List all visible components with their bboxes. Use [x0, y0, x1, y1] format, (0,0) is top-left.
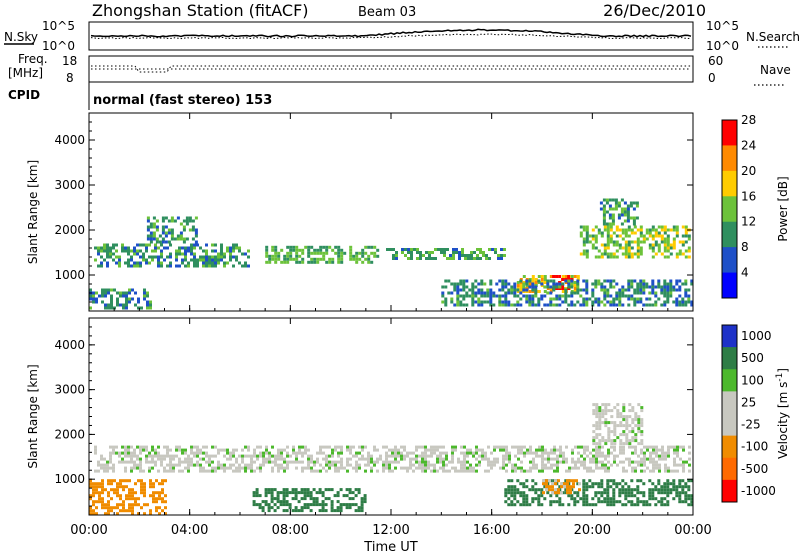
colorbar-swatch: [722, 391, 737, 414]
colorbar-swatch: [722, 272, 737, 299]
cpid-text: normal (fast stereo) 153: [93, 93, 272, 108]
echo-region-2: [386, 248, 506, 260]
x-tick-label: 12:00: [372, 523, 409, 538]
nsky-label: N.Sky: [4, 30, 38, 44]
y-tick-label: 2000: [54, 427, 85, 441]
y-axis-label: Slant Range [km]: [26, 160, 40, 264]
echo-region-2: [89, 479, 167, 516]
nsky-trace: [90, 28, 692, 38]
echo-region-1: [265, 245, 380, 264]
beam-label: Beam 03: [358, 5, 416, 20]
colorbar-swatch: [722, 347, 737, 370]
colorbar-tick-label: 12: [741, 215, 756, 229]
colorbar-swatch: [722, 196, 737, 223]
power-panel: 1000 2000 3000 4000 Slant Range [km] 4 8 12 16 20…: [26, 112, 790, 312]
y-tick-label: 1000: [54, 472, 85, 486]
echo-region-6: [579, 225, 691, 259]
colorbar-swatch: [722, 435, 737, 459]
colorbar-swatch: [722, 457, 737, 481]
echo-region-0: [94, 243, 250, 268]
freq-label-line1: Freq.: [18, 52, 48, 66]
freq-tick-top: 18: [62, 54, 77, 68]
colorbar-tick-label: 8: [741, 240, 749, 254]
echo-region-1: [592, 403, 644, 446]
colorbar-swatch: [722, 247, 737, 274]
freq-label-line2: [MHz]: [8, 66, 43, 80]
nsky-tick-bottom: 10^0: [42, 39, 75, 53]
colorbar-swatch: [722, 413, 737, 437]
freq-panel-frame: [88, 55, 694, 83]
x-tick-label: 20:00: [574, 523, 611, 538]
colorbar-tick-label: -1000: [741, 484, 776, 498]
colorbar-tick-label: 1000: [741, 329, 772, 343]
x-tick-label: 08:00: [272, 523, 309, 538]
x-tick-label: 16:00: [473, 523, 510, 538]
y-tick-label: 1000: [54, 268, 85, 282]
nave-tick-bottom: 0: [708, 71, 716, 85]
x-tick-label: 04:00: [171, 523, 208, 538]
y-tick-label: 3000: [54, 178, 85, 192]
echo-region-8: [89, 288, 152, 310]
colorbar-tick-label: 20: [741, 164, 756, 178]
heatmap-frame: [88, 112, 694, 312]
nsky-panel-frame: [88, 21, 694, 51]
nsearch-trace: [90, 33, 692, 40]
nave-label: Nave: [760, 63, 791, 77]
nsearch-tick-top: 10^5: [706, 19, 739, 33]
y-tick-label: 3000: [54, 383, 85, 397]
colorbar-tick-label: -100: [741, 440, 768, 454]
station-title: Zhongshan Station (fitACF): [92, 1, 309, 20]
echo-region-3: [146, 216, 198, 244]
colorbar-tick-label: 28: [741, 113, 756, 127]
echo-region-7: [599, 198, 639, 226]
echo-region-4: [542, 479, 581, 495]
colorbar-swatch: [722, 145, 737, 172]
colorbar-swatch: [722, 120, 737, 146]
echo-region-5: [252, 488, 367, 513]
nsky-tick-top: 10^5: [42, 19, 75, 33]
date-label: 26/Dec/2010: [603, 1, 706, 20]
colorbar-swatch: [722, 221, 737, 248]
echo-region-3: [504, 479, 694, 507]
velocity-panel: 1000 2000 3000 4000 00:00 04:00 08:00 12:00 16:0…: [26, 317, 790, 538]
colorbar-swatch: [722, 325, 737, 348]
colorbar-swatch: [722, 170, 737, 197]
nsearch-tick-bottom: 10^0: [706, 39, 739, 53]
nave-tick-top: 60: [708, 54, 723, 68]
echo-region-9: [441, 279, 694, 307]
colorbar: 1000 500 100 25 -25 -100 -500 -1000 Velocity [m …: [721, 324, 790, 503]
x-tick-label: 00:00: [70, 523, 107, 538]
colorbar-frame: [721, 324, 738, 503]
cpid-label: CPID: [8, 88, 40, 102]
colorbar-tick-label: 500: [741, 351, 764, 365]
x-tick-label: 00:00: [674, 523, 711, 538]
colorbar-tick-label: 16: [741, 189, 756, 203]
colorbar-tick-label: 24: [741, 138, 756, 152]
colorbar-label: Velocity [m s-1]: [775, 368, 790, 459]
colorbar-swatch: [722, 479, 737, 503]
y-tick-label: 4000: [54, 338, 85, 352]
colorbar-tick-label: 4: [741, 266, 749, 280]
y-tick-label: 4000: [54, 133, 85, 147]
y-tick-label: 2000: [54, 223, 85, 237]
colorbar-tick-label: 100: [741, 373, 764, 387]
colorbar-label: Power [dB]: [776, 176, 790, 241]
freq-tick-bottom: 8: [66, 71, 74, 85]
nsearch-label: N.Search: [746, 30, 800, 44]
colorbar: 4 8 12 16 20 24 28 Power [dB]: [721, 113, 790, 299]
echo-region-0: [94, 445, 691, 473]
colorbar-tick-label: -500: [741, 462, 768, 476]
colorbar-tick-label: 25: [741, 395, 756, 409]
colorbar-tick-label: -25: [741, 418, 761, 432]
colorbar-swatch: [722, 369, 737, 392]
colorbar-frame: [721, 119, 738, 299]
x-axis-title: Time UT: [363, 540, 417, 554]
y-axis-label: Slant Range [km]: [26, 364, 40, 468]
